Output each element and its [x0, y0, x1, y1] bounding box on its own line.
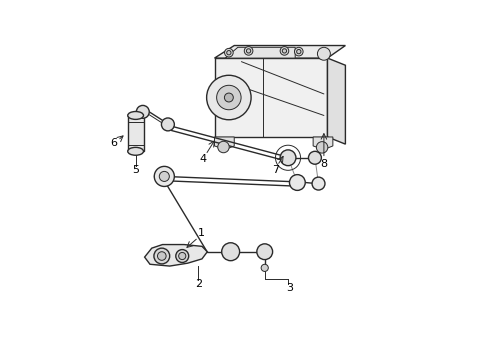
Circle shape: [294, 47, 303, 56]
Polygon shape: [225, 47, 295, 58]
Circle shape: [157, 252, 166, 260]
Circle shape: [290, 175, 305, 190]
Circle shape: [179, 252, 186, 260]
Text: 5: 5: [132, 165, 139, 175]
Circle shape: [227, 50, 231, 55]
Polygon shape: [313, 137, 333, 149]
Circle shape: [154, 248, 170, 264]
Circle shape: [318, 47, 330, 60]
Circle shape: [317, 141, 328, 153]
Circle shape: [224, 48, 233, 57]
Text: 7: 7: [272, 165, 279, 175]
Circle shape: [296, 49, 301, 54]
Circle shape: [161, 118, 174, 131]
Circle shape: [257, 244, 272, 260]
Circle shape: [176, 249, 189, 262]
Polygon shape: [215, 58, 327, 137]
Circle shape: [312, 177, 325, 190]
Text: 4: 4: [199, 154, 206, 164]
Circle shape: [217, 85, 241, 110]
Circle shape: [245, 46, 253, 55]
Circle shape: [224, 93, 233, 102]
Polygon shape: [128, 116, 144, 151]
Polygon shape: [215, 137, 234, 149]
Text: 6: 6: [111, 139, 118, 148]
Circle shape: [280, 150, 296, 166]
Circle shape: [309, 151, 321, 164]
Circle shape: [207, 75, 251, 120]
Ellipse shape: [128, 112, 144, 120]
Circle shape: [159, 171, 170, 181]
Text: 8: 8: [320, 159, 327, 169]
Circle shape: [136, 105, 149, 118]
Text: 2: 2: [195, 279, 202, 289]
Circle shape: [246, 49, 251, 53]
Circle shape: [261, 264, 269, 271]
Circle shape: [154, 166, 174, 186]
Circle shape: [282, 49, 287, 53]
Circle shape: [218, 141, 229, 153]
Text: 1: 1: [198, 228, 205, 238]
Circle shape: [221, 243, 240, 261]
Text: 3: 3: [286, 283, 294, 293]
Circle shape: [280, 46, 289, 55]
Polygon shape: [327, 58, 345, 144]
Ellipse shape: [128, 147, 144, 155]
Polygon shape: [145, 244, 207, 266]
Polygon shape: [215, 45, 345, 58]
